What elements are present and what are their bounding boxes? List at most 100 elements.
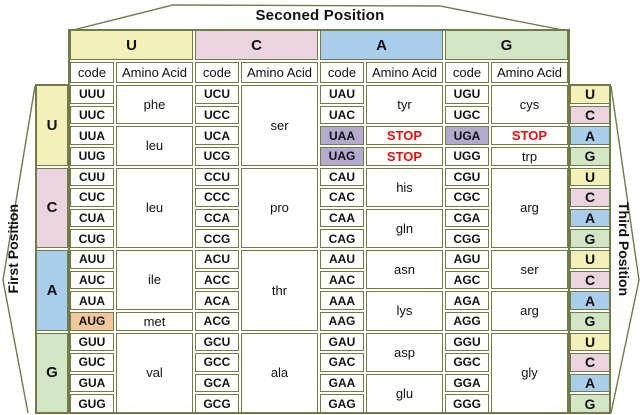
third-position-G-G: G [570,394,610,413]
amino-leu-UU: leu [116,126,193,166]
amino-glu-GA: glu [366,373,443,413]
codon-ACG: ACG [195,311,239,331]
amino-tyr-UA: tyr [366,85,443,125]
amino-ala-GC: ala [241,332,318,413]
codon-AGU: AGU [445,250,489,269]
codon-CAC: CAC [320,188,364,207]
codon-GGA: GGA [445,373,489,393]
codon-AAC: AAC [320,270,364,290]
second-position-A: A [320,30,443,60]
codon-GUU: GUU [70,332,114,352]
codon-CUC: CUC [70,188,114,207]
codon-GGU: GGU [445,332,489,352]
first-position-C: C [36,167,68,248]
codon-CCG: CCG [195,229,239,248]
third-position-C-C: C [570,188,610,207]
codon-GCC: GCC [195,353,239,372]
amino-stop-UA: STOP [366,146,443,166]
codon-CCC: CCC [195,188,239,207]
codon-UAU: UAU [320,85,364,104]
amino-val-GU: val [116,332,193,413]
codon-CGG: CGG [445,229,489,248]
amino-acid-column-header-A: Amino Acid [366,62,443,83]
second-position-title: Seconed Position [255,7,385,24]
codon-UCC: UCC [195,105,239,125]
third-position-A-C: C [570,270,610,290]
codon-AAU: AAU [320,250,364,269]
third-position-G-C: C [570,353,610,372]
second-position-G: G [445,30,568,60]
codon-GCA: GCA [195,373,239,393]
amino-gly-GG: gly [491,332,568,413]
amino-ser-UC: ser [241,85,318,166]
third-position-G-A: A [570,373,610,393]
codon-ACC: ACC [195,270,239,290]
codon-GAU: GAU [320,332,364,352]
third-position-A-U: U [570,250,610,269]
codon-UCG: UCG [195,146,239,166]
codon-GCG: GCG [195,394,239,413]
codon-CUU: CUU [70,167,114,187]
second-position-C: C [195,30,318,60]
amino-thr-AC: thr [241,250,318,331]
codon-UAC: UAC [320,105,364,125]
codon-UUU: UUU [70,85,114,104]
codon-CAG: CAG [320,229,364,248]
amino-acid-column-header-G: Amino Acid [491,62,568,83]
codon-GUC: GUC [70,353,114,372]
left-wedge-line [2,85,36,414]
code-column-header-C: code [195,62,239,83]
amino-ile-AU: ile [116,250,193,310]
amino-ser-AG: ser [491,250,568,290]
codon-AGG: AGG [445,311,489,331]
codon-UAG: UAG [320,146,364,166]
amino-acid-column-header-U: Amino Acid [116,62,193,83]
codon-ACA: ACA [195,291,239,310]
amino-met-AU: met [116,311,193,331]
codon-CUG: CUG [70,229,114,248]
codon-GGG: GGG [445,394,489,413]
amino-stop-UG: STOP [491,126,568,145]
third-position-C-U: U [570,167,610,187]
second-position-U: U [70,30,193,60]
amino-stop-UA: STOP [366,126,443,145]
codon-CAA: CAA [320,208,364,228]
codon-ACU: ACU [195,250,239,269]
codon-GGC: GGC [445,353,489,372]
amino-arg-AG: arg [491,291,568,331]
amino-gln-CA: gln [366,208,443,248]
third-position-U-C: C [570,105,610,125]
codon-AUU: AUU [70,250,114,269]
codon-CAU: CAU [320,167,364,187]
third-position-U-A: A [570,126,610,145]
amino-cys-UG: cys [491,85,568,125]
codon-AUA: AUA [70,291,114,310]
first-position-U: U [36,85,68,166]
codon-UGG: UGG [445,146,489,166]
codon-UCU: UCU [195,85,239,104]
codon-UUG: UUG [70,146,114,166]
codon-GCU: GCU [195,332,239,352]
codon-GAA: GAA [320,373,364,393]
codon-CGU: CGU [445,167,489,187]
codon-AAA: AAA [320,291,364,310]
codon-AGC: AGC [445,270,489,290]
first-position-axis-label-text: First Position [5,204,21,294]
amino-leu-CU: leu [116,167,193,248]
codon-CCU: CCU [195,167,239,187]
codon-UCA: UCA [195,126,239,145]
code-column-header-G: code [445,62,489,83]
codon-GUA: GUA [70,373,114,393]
codon-AAG: AAG [320,311,364,331]
codon-UUA: UUA [70,126,114,145]
amino-asp-GA: asp [366,332,443,372]
third-position-axis-label: Third Position [613,85,635,413]
amino-phe-UU: phe [116,85,193,125]
third-position-C-A: A [570,208,610,228]
codon-CGC: CGC [445,188,489,207]
code-column-header-A: code [320,62,364,83]
third-position-U-G: G [570,146,610,166]
first-position-axis-label: First Position [3,85,23,413]
third-position-C-G: G [570,229,610,248]
